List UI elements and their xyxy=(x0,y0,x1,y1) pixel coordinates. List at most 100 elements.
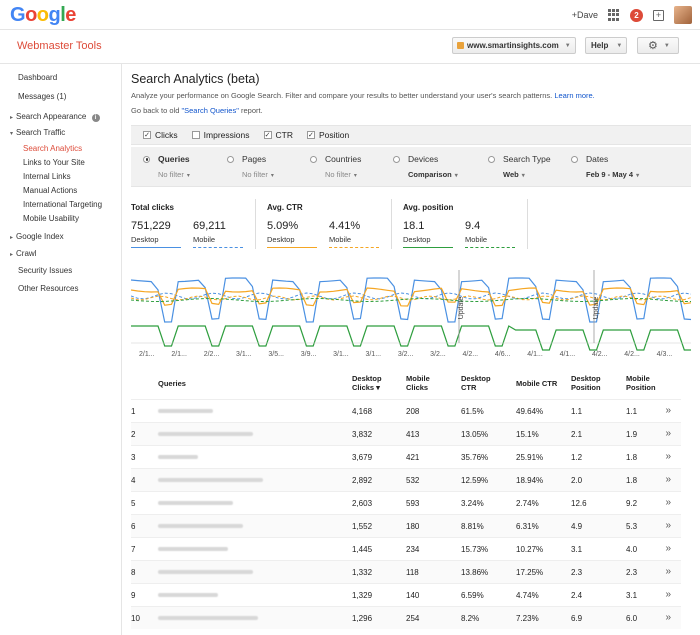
table-row[interactable]: 6 1,552 180 8.81% 6.31% 4.9 5.3 » xyxy=(131,514,681,537)
info-icon[interactable]: i xyxy=(91,114,100,122)
metric-position-checkbox[interactable]: ✓ Position xyxy=(306,130,349,140)
row-expand-icon[interactable]: » xyxy=(665,451,671,462)
chevron-down-icon: ▾ xyxy=(186,173,190,179)
group-countries[interactable]: Countries No filter ▾ xyxy=(310,154,361,179)
metric-impressions-checkbox[interactable]: Impressions xyxy=(191,130,250,140)
group-filter-dropdown[interactable]: Comparison ▾ xyxy=(408,170,458,179)
sidebar-item-internal-links[interactable]: Internal Links xyxy=(23,172,71,181)
metric-clicks-checkbox[interactable]: ✓ Clicks xyxy=(143,130,178,140)
apps-grid-icon[interactable] xyxy=(608,9,620,21)
group-filter-dropdown[interactable]: No filter ▾ xyxy=(158,170,190,179)
settings-button[interactable]: ⚙ ▼ xyxy=(637,37,679,54)
row-expand-icon[interactable]: » xyxy=(665,543,671,554)
site-selector[interactable]: www.smartinsights.com ▼ xyxy=(452,37,576,54)
col-desktop-position[interactable]: Desktop Position xyxy=(571,374,601,392)
learn-more-link[interactable]: Learn more. xyxy=(554,91,595,100)
sidebar-item-dashboard[interactable]: Dashboard xyxy=(18,73,57,82)
table-row[interactable]: 9 1,329 140 6.59% 4.74% 2.4 3.1 » xyxy=(131,583,681,606)
cell-desktop-ctr: 6.59% xyxy=(461,591,484,600)
sidebar-item-international-targeting[interactable]: International Targeting xyxy=(23,200,102,209)
stat-avg-ctr[interactable]: Avg. CTR 5.09% 4.41% Desktop Mobile xyxy=(267,199,393,257)
table-row[interactable]: 5 2,603 593 3.24% 2.74% 12.6 9.2 » xyxy=(131,491,681,514)
group-filter-dropdown[interactable]: Web ▾ xyxy=(503,170,551,179)
group-filter-dropdown[interactable]: No filter ▾ xyxy=(242,170,274,179)
group-devices[interactable]: Devices Comparison ▾ xyxy=(393,154,458,179)
metric-ctr-checkbox[interactable]: ✓ CTR xyxy=(263,130,293,140)
sidebar-item-mobile-usability[interactable]: Mobile Usability xyxy=(23,214,79,223)
row-expand-icon[interactable]: » xyxy=(665,566,671,577)
col-queries[interactable]: Queries xyxy=(158,379,186,388)
redacted-query-text[interactable] xyxy=(158,547,228,551)
table-row[interactable]: 3 3,679 421 35.76% 25.91% 1.2 1.8 » xyxy=(131,445,681,468)
redacted-query-text[interactable] xyxy=(158,616,258,620)
group-pages[interactable]: Pages No filter ▾ xyxy=(227,154,274,179)
group-search-type[interactable]: Search Type Web ▾ xyxy=(488,154,551,179)
performance-chart[interactable]: Update Update 2/1... 2/1... 2/2... 3/1... 3/5.… xyxy=(131,268,691,360)
radio-selected-icon[interactable] xyxy=(143,155,150,163)
table-row[interactable]: 8 1,332 118 13.86% 17.25% 2.3 2.3 » xyxy=(131,560,681,583)
share-plus-icon[interactable]: + xyxy=(653,9,664,21)
sidebar-item-security-issues[interactable]: Security Issues xyxy=(18,266,72,275)
search-queries-link[interactable]: "Search Queries" xyxy=(181,106,239,115)
product-title[interactable]: Webmaster Tools xyxy=(17,40,102,52)
group-dates[interactable]: Dates Feb 9 - May 4 ▾ xyxy=(571,154,639,179)
redacted-query-text[interactable] xyxy=(158,501,233,505)
ctr-mobile-line xyxy=(131,295,691,301)
stat-avg-position[interactable]: Avg. position 18.1 9.4 Desktop Mobile xyxy=(403,199,529,257)
sidebar-item-search-traffic[interactable]: ▾ Search Traffic xyxy=(10,128,65,137)
divider xyxy=(255,199,256,249)
table-row[interactable]: 2 3,832 413 13.05% 15.1% 2.1 1.9 » xyxy=(131,422,681,445)
row-expand-icon[interactable]: » xyxy=(665,405,671,416)
table-row[interactable]: 10 1,296 254 8.2% 7.23% 6.9 6.0 » xyxy=(131,606,681,629)
row-expand-icon[interactable]: » xyxy=(665,497,671,508)
redacted-query-text[interactable] xyxy=(158,478,263,482)
col-mobile-ctr[interactable]: Mobile CTR xyxy=(516,379,558,388)
help-button[interactable]: Help ▼ xyxy=(585,37,627,54)
avatar[interactable] xyxy=(674,6,692,24)
cell-mobile-clicks: 593 xyxy=(406,499,420,508)
radio-icon[interactable] xyxy=(488,155,495,163)
redacted-query-text[interactable] xyxy=(158,524,243,528)
stat-total-clicks[interactable]: Total clicks 751,229 69,211 Desktop Mobi… xyxy=(131,199,257,257)
table-row[interactable]: 4 2,892 532 12.59% 18.94% 2.0 1.8 » xyxy=(131,468,681,491)
checkbox-icon: ✓ xyxy=(143,131,151,139)
redacted-query-text[interactable] xyxy=(158,409,213,413)
row-expand-icon[interactable]: » xyxy=(665,612,671,623)
redacted-query-text[interactable] xyxy=(158,455,198,459)
sidebar-item-search-analytics[interactable]: Search Analytics xyxy=(23,144,82,153)
table-row[interactable]: 7 1,445 234 15.73% 10.27% 3.1 4.0 » xyxy=(131,537,681,560)
sidebar-item-links-to-your-site[interactable]: Links to Your Site xyxy=(23,158,85,167)
group-filter-dropdown[interactable]: Feb 9 - May 4 ▾ xyxy=(586,170,639,179)
redacted-query-text[interactable] xyxy=(158,570,253,574)
sidebar-item-search-appearance[interactable]: ▸ Search Appearance i xyxy=(10,112,100,122)
group-filter-dropdown[interactable]: No filter ▾ xyxy=(325,170,361,179)
user-name-link[interactable]: +Dave xyxy=(571,10,598,20)
col-desktop-clicks[interactable]: Desktop Clicks ▾ xyxy=(352,374,382,392)
redacted-query-text[interactable] xyxy=(158,432,253,436)
redacted-query-text[interactable] xyxy=(158,593,218,597)
row-expand-icon[interactable]: » xyxy=(665,474,671,485)
col-mobile-clicks[interactable]: Mobile Clicks xyxy=(406,374,430,392)
row-expand-icon[interactable]: » xyxy=(665,589,671,600)
sidebar-item-messages[interactable]: Messages (1) xyxy=(18,92,66,101)
row-expand-icon[interactable]: » xyxy=(665,520,671,531)
sidebar-item-manual-actions[interactable]: Manual Actions xyxy=(23,186,77,195)
row-number: 7 xyxy=(131,545,136,554)
radio-icon[interactable] xyxy=(227,155,234,163)
sidebar-item-other-resources[interactable]: Other Resources xyxy=(18,284,78,293)
google-logo[interactable]: Google xyxy=(10,4,76,27)
col-mobile-position[interactable]: Mobile Position xyxy=(626,374,656,392)
col-desktop-ctr[interactable]: Desktop CTR xyxy=(461,374,491,392)
notification-badge[interactable]: 2 xyxy=(630,8,643,22)
sidebar-item-crawl[interactable]: ▸ Crawl xyxy=(10,249,36,258)
cell-mobile-clicks: 254 xyxy=(406,614,420,623)
cell-desktop-clicks: 3,679 xyxy=(352,453,373,462)
radio-icon[interactable] xyxy=(393,155,400,163)
radio-icon[interactable] xyxy=(571,155,578,163)
sidebar-item-google-index[interactable]: ▸ Google Index xyxy=(10,232,64,241)
group-queries[interactable]: Queries No filter ▾ xyxy=(143,154,190,179)
row-expand-icon[interactable]: » xyxy=(665,428,671,439)
table-row[interactable]: 1 4,168 208 61.5% 49.64% 1.1 1.1 » xyxy=(131,399,681,422)
radio-icon[interactable] xyxy=(310,155,317,163)
sidebar-item-label: Crawl xyxy=(16,249,37,258)
